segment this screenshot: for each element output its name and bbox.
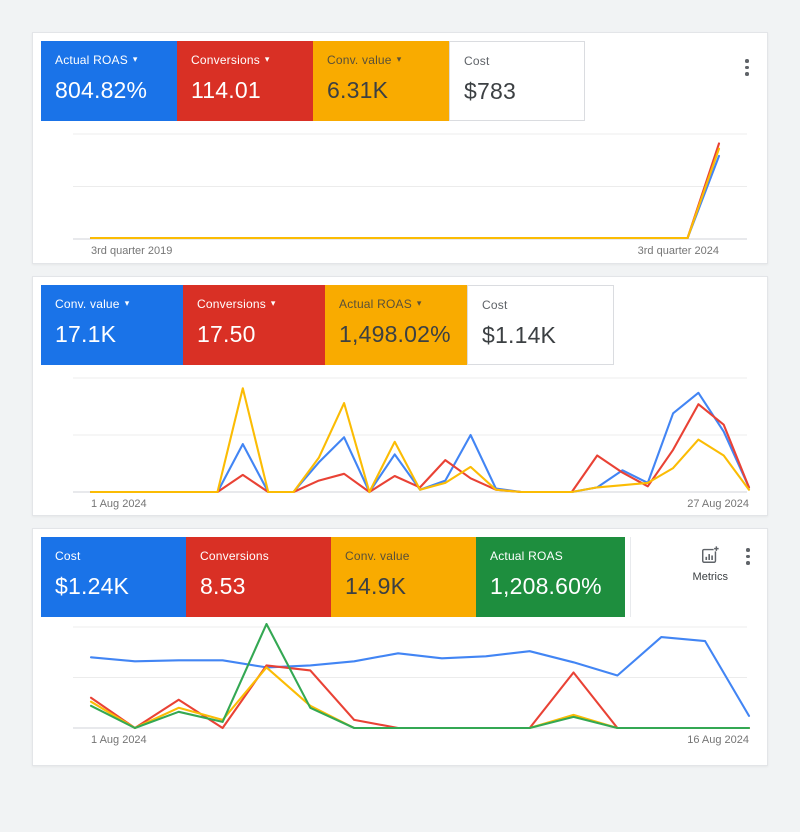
metric-card-value: $1.14K <box>482 322 557 348</box>
metric-card-value: 1,208.60% <box>490 573 602 599</box>
metric-card-value: 1,498.02% <box>339 321 451 347</box>
series-line-conversions <box>89 142 721 240</box>
metric-card-label: Cost <box>55 549 81 563</box>
metric-card-value: 14.9K <box>345 573 407 599</box>
metric-card-label: Conversions <box>200 549 269 563</box>
overflow-menu-icon[interactable] <box>741 546 755 567</box>
metric-card-label: Actual ROAS <box>490 549 563 563</box>
metric-card-value: 8.53 <box>200 573 246 599</box>
dropdown-caret-icon[interactable]: ▾ <box>270 298 276 308</box>
metric-card-conv-value[interactable]: Conv. value 14.9K <box>331 537 476 617</box>
metric-card-cost[interactable]: Cost $1.24K <box>41 537 186 617</box>
dropdown-caret-icon[interactable]: ▾ <box>124 298 130 308</box>
metric-card-actual-roas[interactable]: Actual ROAS ▾ 804.82% <box>41 41 177 121</box>
metrics-button[interactable]: Metrics <box>693 545 728 583</box>
metric-card-cost[interactable]: Cost $1.14K <box>467 285 614 365</box>
x-axis-label-right: 27 Aug 2024 <box>687 498 749 510</box>
metric-card-label: Conversions ▾ <box>197 297 276 311</box>
dropdown-caret-icon[interactable]: ▾ <box>132 54 138 64</box>
metric-card-value: 17.1K <box>55 321 117 347</box>
panel-controls: Metrics <box>693 545 755 583</box>
metric-card-label: Conversions ▾ <box>191 53 270 67</box>
series-line-actual-roas <box>89 154 721 240</box>
metric-card-label: Cost <box>482 298 508 312</box>
quarterly-line-chart: 3rd quarter 2019 3rd quarter 2024 <box>33 127 767 262</box>
daily-line-chart: 1 Aug 2024 27 Aug 2024 <box>33 371 767 516</box>
series-line-cost <box>89 636 751 717</box>
x-axis-label-left: 3rd quarter 2019 <box>91 245 172 257</box>
metric-card-value: 114.01 <box>191 77 261 103</box>
metric-card-value: $1.24K <box>55 573 130 599</box>
dropdown-caret-icon[interactable]: ▾ <box>264 54 270 64</box>
metrics-chart-plus-icon <box>702 545 720 563</box>
metric-card-conv-value[interactable]: Conv. value ▾ 17.1K <box>41 285 183 365</box>
panel-august-1-27: Conv. value ▾ 17.1K Conversions ▾ 17.50 Ac… <box>32 276 768 516</box>
metric-card-label: Conv. value ▾ <box>55 297 130 311</box>
x-axis-label-right: 3rd quarter 2024 <box>638 245 719 257</box>
panel-august-1-16: Cost $1.24K Conversions 8.53 Conv. value… <box>32 528 768 766</box>
dropdown-caret-icon[interactable]: ▾ <box>396 54 402 64</box>
metric-card-conversions[interactable]: Conversions 8.53 <box>186 537 331 617</box>
series-line-actual-roas <box>89 623 751 730</box>
series-line-conversions <box>89 664 751 730</box>
metric-cards-row: Conv. value ▾ 17.1K Conversions ▾ 17.50 Ac… <box>33 277 767 365</box>
metric-card-value: 17.50 <box>197 321 256 347</box>
metric-card-label: Actual ROAS ▾ <box>339 297 422 311</box>
daily-line-chart: 1 Aug 2024 16 Aug 2024 <box>33 623 767 748</box>
metric-card-conv-value[interactable]: Conv. value ▾ 6.31K <box>313 41 449 121</box>
metric-card-cost[interactable]: Cost $783 <box>449 41 585 121</box>
metrics-button-label: Metrics <box>692 571 728 583</box>
metric-card-conversions[interactable]: Conversions ▾ 17.50 <box>183 285 325 365</box>
dropdown-caret-icon[interactable]: ▾ <box>416 298 422 308</box>
metric-card-value: 6.31K <box>327 77 389 103</box>
series-line-actual-roas <box>89 387 751 494</box>
metric-card-actual-roas[interactable]: Actual ROAS 1,208.60% <box>476 537 625 617</box>
metric-card-label: Cost <box>464 54 490 68</box>
x-axis-label-left: 1 Aug 2024 <box>91 734 147 746</box>
x-axis-label-left: 1 Aug 2024 <box>91 498 147 510</box>
series-line-conv-value <box>89 666 751 730</box>
x-axis-label-right: 16 Aug 2024 <box>687 734 749 746</box>
cards-divider <box>630 537 631 617</box>
metric-card-actual-roas[interactable]: Actual ROAS ▾ 1,498.02% <box>325 285 467 365</box>
metric-card-conversions[interactable]: Conversions ▾ 114.01 <box>177 41 313 121</box>
metric-card-value: 804.82% <box>55 77 148 103</box>
metric-cards-row: Actual ROAS ▾ 804.82% Conversions ▾ 114.01… <box>33 33 767 121</box>
series-line-conv-value <box>89 391 751 494</box>
metric-card-label: Conv. value <box>345 549 410 563</box>
metric-card-label: Conv. value ▾ <box>327 53 402 67</box>
series-line-conv-value <box>89 147 721 240</box>
metric-card-value: $783 <box>464 78 516 104</box>
overflow-menu-icon[interactable] <box>740 57 754 78</box>
metric-card-label: Actual ROAS ▾ <box>55 53 138 67</box>
metric-cards-row: Cost $1.24K Conversions 8.53 Conv. value… <box>33 529 767 617</box>
panel-quarterly-overview: Actual ROAS ▾ 804.82% Conversions ▾ 114.01… <box>32 32 768 264</box>
